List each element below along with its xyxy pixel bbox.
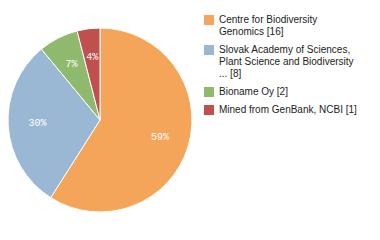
legend-label: Centre for BiodiversityGenomics [16] xyxy=(219,14,317,37)
legend-item: Mined from GenBank, NCBI [1] xyxy=(204,104,357,115)
pie-slice xyxy=(77,28,100,120)
legend-label-line: Bioname Oy [2] xyxy=(219,86,288,97)
legend-label-line: Plant Science and Biodiversity xyxy=(219,56,354,67)
pie xyxy=(8,28,192,212)
legend-label: Bioname Oy [2] xyxy=(219,86,288,97)
legend-item: Slovak Academy of Sciences,Plant Science… xyxy=(204,44,354,79)
legend-label-line: Mined from GenBank, NCBI [1] xyxy=(219,104,357,115)
legend-swatch xyxy=(204,15,214,25)
data-labels: 59% 30% 7% 4% xyxy=(29,52,170,143)
legend-label: Slovak Academy of Sciences,Plant Science… xyxy=(219,44,354,79)
data-label: 4% xyxy=(86,52,98,63)
legend-swatch xyxy=(204,105,214,115)
chart-container: 59% 30% 7% 4% Centre for BiodiversityGenomic… xyxy=(0,0,380,240)
legend-swatch xyxy=(204,45,214,55)
data-label: 59% xyxy=(151,132,169,143)
legend-label-line: Genomics [16] xyxy=(219,26,284,37)
data-label: 30% xyxy=(29,118,47,129)
legend-item: Bioname Oy [2] xyxy=(204,86,288,97)
legend-label-line: ... [8] xyxy=(219,68,241,79)
legend: Centre for BiodiversityGenomics [16] Slov… xyxy=(204,14,357,115)
legend-label-line: Slovak Academy of Sciences, xyxy=(219,44,350,55)
legend-label-line: Centre for Biodiversity xyxy=(219,14,317,25)
chart-svg: 59% 30% 7% 4% Centre for BiodiversityGenomic… xyxy=(0,0,380,240)
data-label: 7% xyxy=(66,59,78,70)
legend-label: Mined from GenBank, NCBI [1] xyxy=(219,104,357,115)
legend-item: Centre for BiodiversityGenomics [16] xyxy=(204,14,317,37)
legend-swatch xyxy=(204,87,214,97)
